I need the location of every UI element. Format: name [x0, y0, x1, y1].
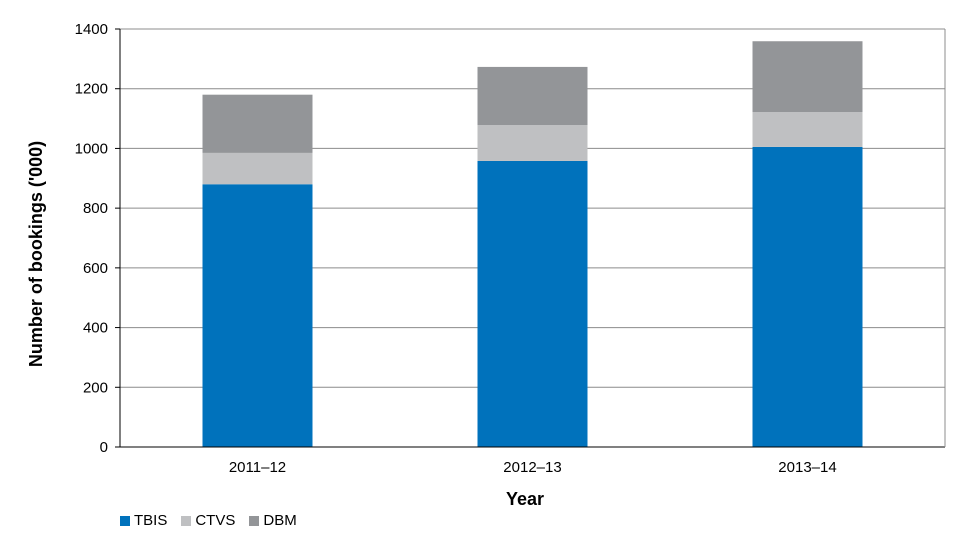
x-tick-label: 2012–13: [503, 459, 561, 476]
y-tick-labels: 0 200 400 600 800 1000 1200 1400: [75, 21, 108, 456]
bar-segment-ctvs: [477, 125, 588, 161]
bar-segment-dbm: [202, 94, 313, 153]
bar-segment-ctvs: [202, 152, 313, 185]
y-tick-label: 600: [83, 260, 108, 277]
y-tick-label: 200: [83, 379, 108, 396]
y-tick-label: 400: [83, 320, 108, 337]
bars: [202, 41, 863, 447]
y-tick-label: 0: [100, 439, 108, 456]
legend-item-ctvs: CTVS: [181, 512, 235, 529]
bar-segment-tbis: [477, 160, 588, 447]
bar-segment-dbm: [752, 41, 863, 113]
legend: TBIS CTVS DBM: [120, 512, 297, 529]
bar-segment-tbis: [202, 184, 313, 447]
x-tick-label: 2013–14: [778, 459, 836, 476]
axes: [115, 28, 946, 448]
y-tick-label: 1400: [75, 21, 108, 38]
legend-label: TBIS: [134, 512, 168, 529]
bar-segment-ctvs: [752, 112, 863, 147]
legend-item-tbis: TBIS: [120, 512, 167, 529]
y-axis-title: Number of bookings ('000): [26, 141, 46, 367]
bar-segment-tbis: [752, 146, 863, 447]
x-tick-label: 2011–12: [229, 459, 286, 476]
y-tick-label: 800: [83, 200, 108, 217]
legend-item-dbm: DBM: [249, 512, 297, 529]
y-tick-label: 1000: [75, 140, 108, 157]
x-tick-labels: 2011–12 2012–13 2013–14: [229, 459, 837, 476]
bar-segment-dbm: [477, 66, 588, 126]
x-axis-title: Year: [506, 489, 544, 509]
legend-label: CTVS: [195, 512, 236, 529]
legend-swatch: [181, 515, 192, 526]
legend-swatch: [249, 515, 260, 526]
y-tick-label: 1200: [75, 81, 108, 98]
legend-swatch: [120, 515, 130, 526]
legend-label: DBM: [263, 512, 297, 529]
